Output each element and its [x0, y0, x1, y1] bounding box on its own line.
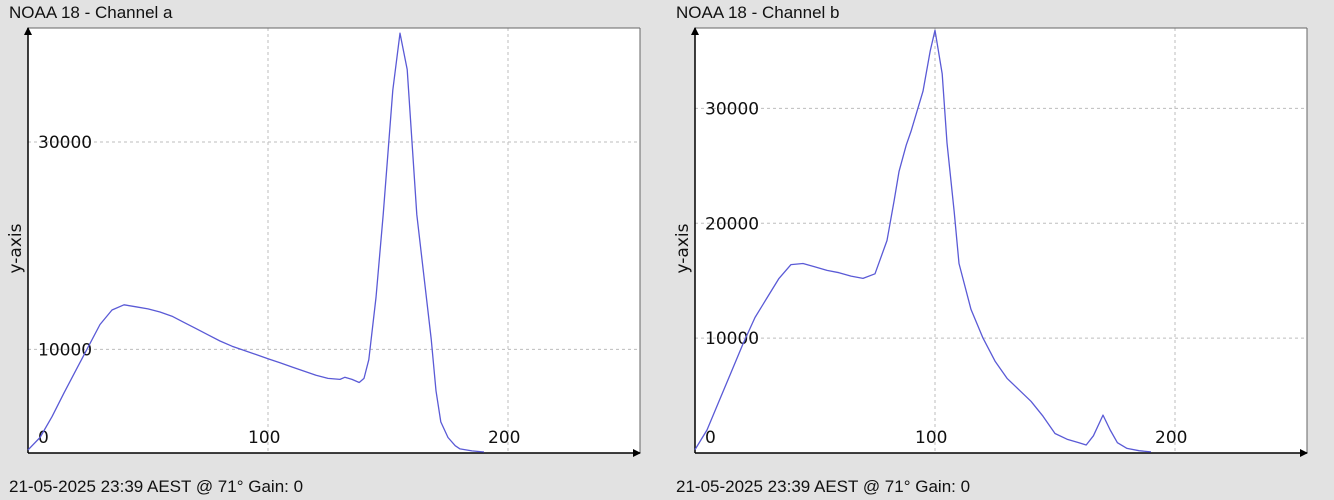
x-tick-label-a-1: 100 [248, 428, 280, 448]
chart-title-channel-b: NOAA 18 - Channel b [676, 3, 840, 22]
series-line-b-0 [694, 29, 1152, 453]
series-line-a-0 [27, 32, 485, 453]
chart-plot-channel-b: 0 100 200 10000 20000 30000 y-axis [673, 27, 1308, 457]
x-tick-label-a-2: 200 [488, 428, 520, 448]
x-tick-label-b-1: 100 [915, 428, 947, 448]
y-axis-label-a: y-axis [6, 223, 26, 273]
y-axis-arrow-icon-a [24, 27, 32, 35]
y-tick-label-a-1: 30000 [38, 133, 92, 153]
y-tick-label-b-1: 20000 [705, 214, 759, 234]
x-axis-arrow-icon-b [1300, 449, 1308, 457]
plot-background-b [695, 28, 1307, 453]
chart-plot-channel-a: 0 100 200 10000 30000 y-axis [6, 27, 641, 457]
x-axis-arrow-icon-a [633, 449, 641, 457]
chart-panel-channel-b: NOAA 18 - Channel b 0 100 200 10000 20000 300… [667, 0, 1334, 500]
y-tick-label-a-0: 10000 [38, 340, 92, 360]
chart-footer-channel-a: 21-05-2025 23:39 AEST @ 71° Gain: 0 [9, 477, 304, 496]
y-tick-label-b-2: 30000 [705, 99, 759, 119]
x-tick-label-a-0: 0 [38, 428, 49, 448]
chart-panel-channel-a: NOAA 18 - Channel a 0 100 200 10000 30000 y-a… [6, 3, 641, 496]
chart-footer-channel-b: 21-05-2025 23:39 AEST @ 71° Gain: 0 [676, 477, 971, 496]
y-axis-arrow-icon-b [691, 27, 699, 35]
chart-title-channel-a: NOAA 18 - Channel a [9, 3, 173, 22]
plot-background-a [28, 28, 640, 453]
y-axis-label-b: y-axis [673, 223, 693, 273]
y-tick-label-b-0: 10000 [705, 329, 759, 349]
x-tick-label-b-0: 0 [705, 428, 716, 448]
x-tick-label-b-2: 200 [1155, 428, 1187, 448]
